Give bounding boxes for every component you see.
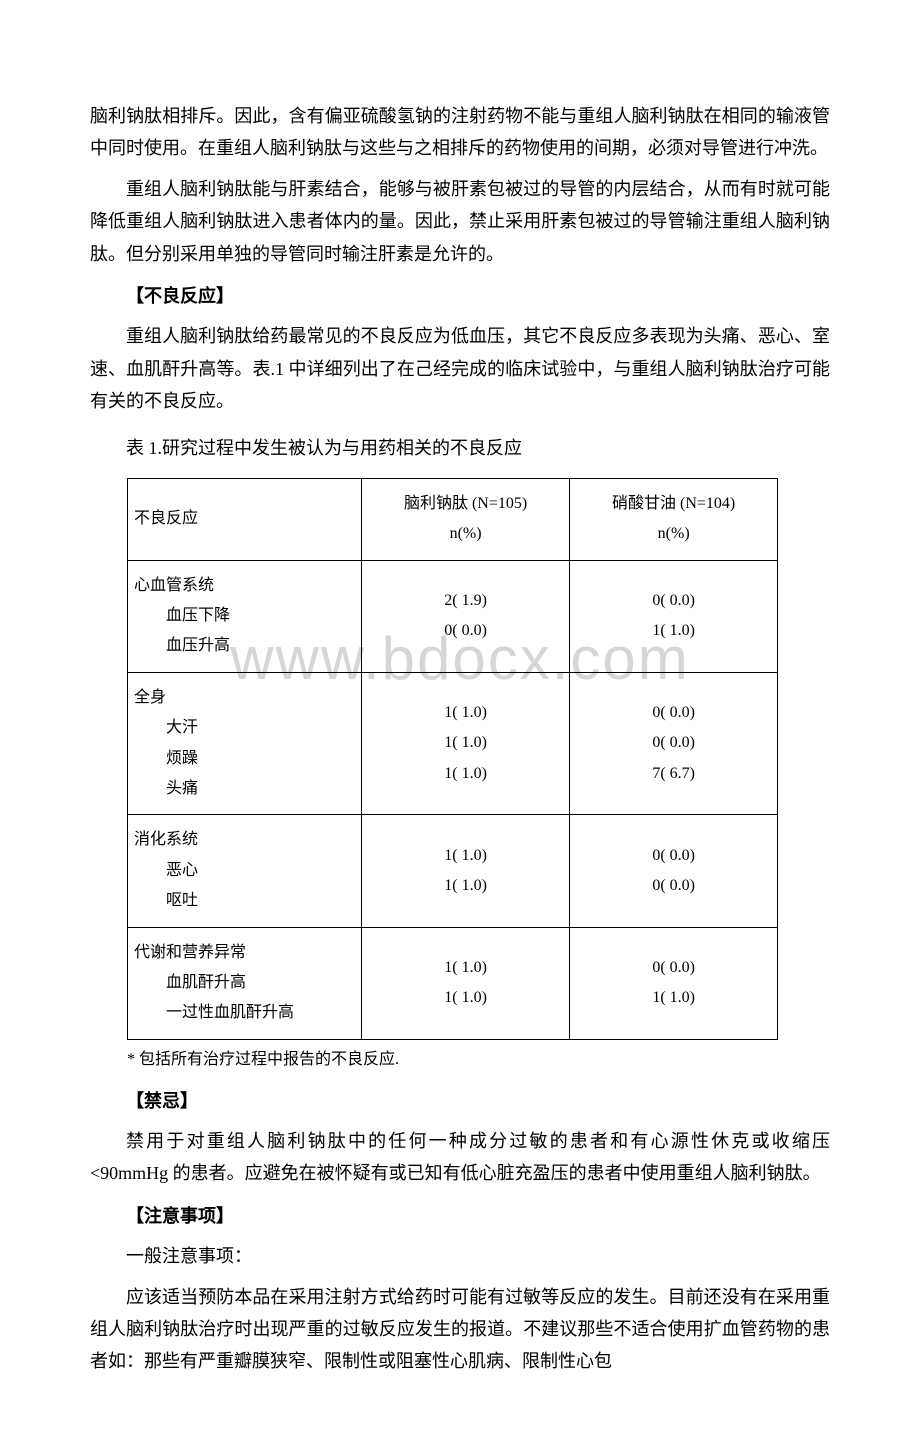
adverse-reactions-table: 不良反应 脑利钠肽 (N=105) n(%) 硝酸甘油 (N=104) n(%)… — [127, 478, 778, 1040]
row-data-col2: 0( 0.0) 1( 1.0) — [570, 560, 778, 672]
document-content: 脑利钠肽相排斥。因此，含有偏亚硫酸氢钠的注射药物不能与重组人脑利钠肽在相同的输液… — [90, 100, 830, 1378]
table-header-col2: 脑利钠肽 (N=105) n(%) — [362, 478, 570, 560]
row-data-col2: 0( 0.0) 0( 0.0) 7( 6.7) — [570, 672, 778, 815]
section-contraindications-header: 【禁忌】 — [90, 1085, 830, 1117]
col2-line1: 脑利钠肽 (N=105) — [404, 495, 527, 512]
table-header-col1: 不良反应 — [128, 478, 362, 560]
col3-line1: 硝酸甘油 (N=104) — [612, 495, 735, 512]
table-row: 心血管系统 血压下降 血压升高 2( 1.9) 0( 0.0) 0( 0.0) … — [128, 560, 778, 672]
table-footnote: * 包括所有治疗过程中报告的不良反应. — [127, 1046, 830, 1075]
col3-line2: n(%) — [658, 525, 690, 542]
table-header-row: 不良反应 脑利钠肽 (N=105) n(%) 硝酸甘油 (N=104) n(%) — [128, 478, 778, 560]
row-data-col1: 2( 1.9) 0( 0.0) — [362, 560, 570, 672]
table-header-col3: 硝酸甘油 (N=104) n(%) — [570, 478, 778, 560]
table-row: 代谢和营养异常 血肌酐升高 一过性血肌酐升高 1( 1.0) 1( 1.0) 0… — [128, 927, 778, 1039]
table-row: 消化系统 恶心 呕吐 1( 1.0) 1( 1.0) 0( 0.0) 0( 0.… — [128, 815, 778, 927]
paragraph-3: 重组人脑利钠肽给药最常见的不良反应为低血压，其它不良反应多表现为头痛、恶心、室速… — [90, 320, 830, 417]
paragraph-2: 重组人脑利钠肽能与肝素结合，能够与被肝素包被过的导管的内层结合，从而有时就可能降… — [90, 173, 830, 270]
row-label: 代谢和营养异常 血肌酐升高 一过性血肌酐升高 — [128, 927, 362, 1039]
paragraph-4: 禁用于对重组人脑利钠肽中的任何一种成分过敏的患者和有心源性休克或收缩压<90mm… — [90, 1125, 830, 1190]
section-adverse-reactions-header: 【不良反应】 — [90, 280, 830, 312]
row-data-col2: 0( 0.0) 1( 1.0) — [570, 927, 778, 1039]
section-precautions-header: 【注意事项】 — [90, 1200, 830, 1232]
row-data-col1: 1( 1.0) 1( 1.0) 1( 1.0) — [362, 672, 570, 815]
paragraph-1: 脑利钠肽相排斥。因此，含有偏亚硫酸氢钠的注射药物不能与重组人脑利钠肽在相同的输液… — [90, 100, 830, 165]
row-label: 全身 大汗 烦躁 头痛 — [128, 672, 362, 815]
row-label: 消化系统 恶心 呕吐 — [128, 815, 362, 927]
row-data-col1: 1( 1.0) 1( 1.0) — [362, 815, 570, 927]
paragraph-5: 一般注意事项： — [90, 1240, 830, 1272]
row-data-col1: 1( 1.0) 1( 1.0) — [362, 927, 570, 1039]
col2-line2: n(%) — [450, 525, 482, 542]
row-data-col2: 0( 0.0) 0( 0.0) — [570, 815, 778, 927]
row-label: 心血管系统 血压下降 血压升高 — [128, 560, 362, 672]
table-caption: 表 1.研究过程中发生被认为与用药相关的不良反应 — [90, 432, 830, 464]
paragraph-6: 应该适当预防本品在采用注射方式给药时可能有过敏等反应的发生。目前还没有在采用重组… — [90, 1281, 830, 1378]
table-row: 全身 大汗 烦躁 头痛 1( 1.0) 1( 1.0) 1( 1.0) 0( 0… — [128, 672, 778, 815]
